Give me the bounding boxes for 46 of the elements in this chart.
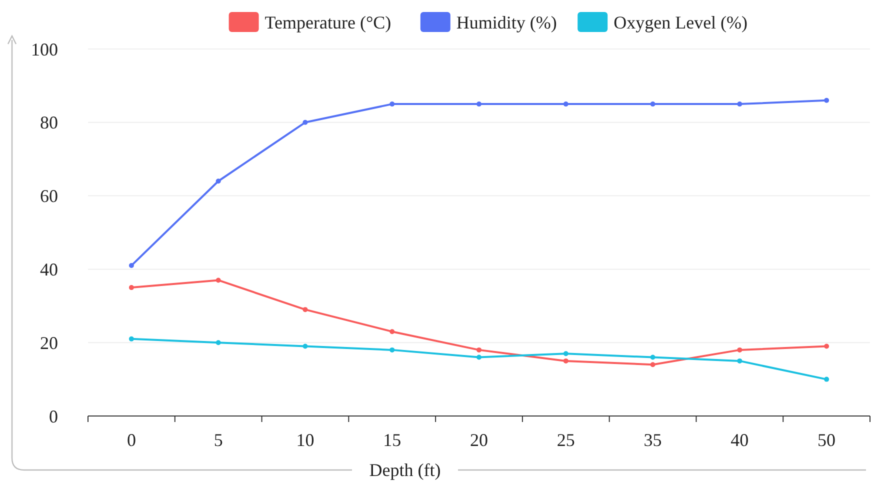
point (737, 358, 742, 364)
x-tick-label: 20 (470, 430, 488, 450)
point (737, 102, 742, 107)
point (563, 358, 568, 364)
point (476, 347, 482, 352)
legend-label: Temperature (°C) (264, 12, 392, 32)
point (128, 263, 134, 268)
y-tick-label: 80 (40, 112, 58, 133)
y-tick-label: 40 (40, 260, 58, 280)
legend-label: Oxygen Level (%) (614, 12, 748, 32)
point (737, 347, 742, 352)
point (390, 102, 395, 107)
point (302, 120, 308, 125)
point (302, 307, 308, 312)
point (216, 178, 221, 184)
point (216, 340, 221, 346)
x-tick-label: 10 (296, 430, 314, 450)
point (302, 344, 308, 349)
x-axis-title: Depth (ft) (369, 460, 441, 480)
x-tick-label: 0 (126, 430, 136, 450)
x-tick-label: 25 (556, 430, 575, 450)
y-tick-label: 20 (40, 332, 58, 353)
point (128, 336, 134, 342)
x-tick-label: 15 (383, 430, 402, 450)
point (476, 354, 482, 360)
point (216, 278, 221, 283)
point (390, 347, 395, 352)
point (128, 285, 134, 290)
point (476, 102, 482, 107)
y-tick-label: 60 (40, 186, 58, 206)
point (650, 354, 656, 360)
x-tick-label: 40 (730, 430, 749, 450)
x-tick-label: 5 (214, 430, 223, 450)
x-tick-label: 35 (644, 430, 662, 450)
point (563, 102, 568, 107)
point (824, 376, 830, 382)
legend-label: Humidity (%) (456, 12, 557, 32)
point (563, 351, 568, 356)
y-tick-label: 0 (49, 406, 58, 426)
point (824, 344, 830, 349)
point (824, 98, 830, 103)
point (390, 329, 395, 334)
point (650, 102, 656, 107)
x-tick-label: 50 (818, 430, 836, 450)
point (650, 362, 656, 368)
y-tick-label: 100 (31, 39, 58, 60)
